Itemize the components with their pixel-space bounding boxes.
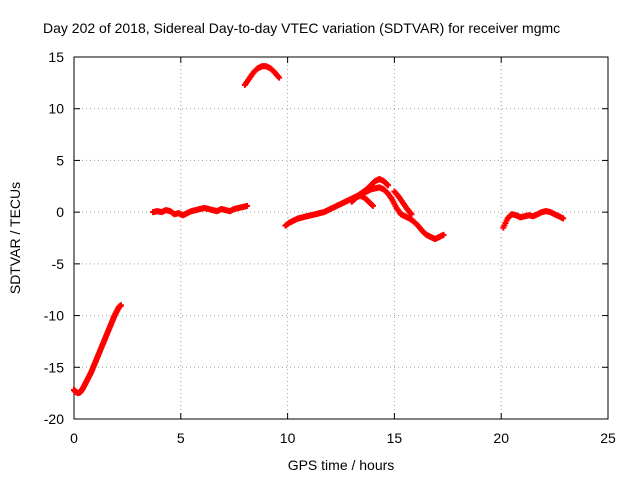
axis-ticks: 0 5 10 15 20 25 -20 -15 -10 -5 0 5 10 15 — [44, 49, 616, 446]
y-tick-label: 5 — [56, 152, 64, 168]
x-tick-label: 25 — [600, 430, 616, 446]
chart-title: Day 202 of 2018, Sidereal Day-to-day VTE… — [43, 20, 560, 36]
x-tick-label: 0 — [70, 430, 78, 446]
x-tick-label: 5 — [177, 430, 185, 446]
grid — [74, 57, 608, 419]
y-tick-label: 10 — [48, 101, 64, 117]
series-arc-7 — [348, 192, 377, 209]
y-tick-label: -5 — [52, 256, 65, 272]
data-marks — [71, 63, 567, 397]
plot-frame — [73, 56, 609, 420]
series-arc-1 — [71, 302, 124, 397]
data-point — [370, 202, 377, 209]
y-tick-label: 15 — [48, 49, 64, 65]
x-tick-label: 15 — [387, 430, 403, 446]
data-point — [384, 182, 391, 189]
data-point — [408, 211, 415, 218]
y-axis-title: SDTVAR / TECUs — [7, 182, 23, 294]
series-arc-5 — [355, 184, 447, 243]
series-arc-2 — [150, 202, 251, 219]
x-tick-label: 10 — [280, 430, 296, 446]
data-point — [276, 74, 283, 81]
data-point — [440, 231, 447, 238]
data-point — [560, 215, 567, 222]
series-arc-6 — [391, 188, 415, 218]
data-point — [117, 302, 124, 309]
data-point — [244, 202, 251, 209]
y-tick-label: 0 — [56, 204, 64, 220]
series-arc-3 — [241, 63, 283, 88]
y-tick-label: -20 — [44, 411, 64, 427]
x-tick-label: 20 — [493, 430, 509, 446]
y-tick-label: -15 — [44, 359, 64, 375]
y-tick-label: -10 — [44, 308, 64, 324]
series-arc-8 — [500, 208, 567, 231]
x-axis-title: GPS time / hours — [288, 457, 395, 473]
